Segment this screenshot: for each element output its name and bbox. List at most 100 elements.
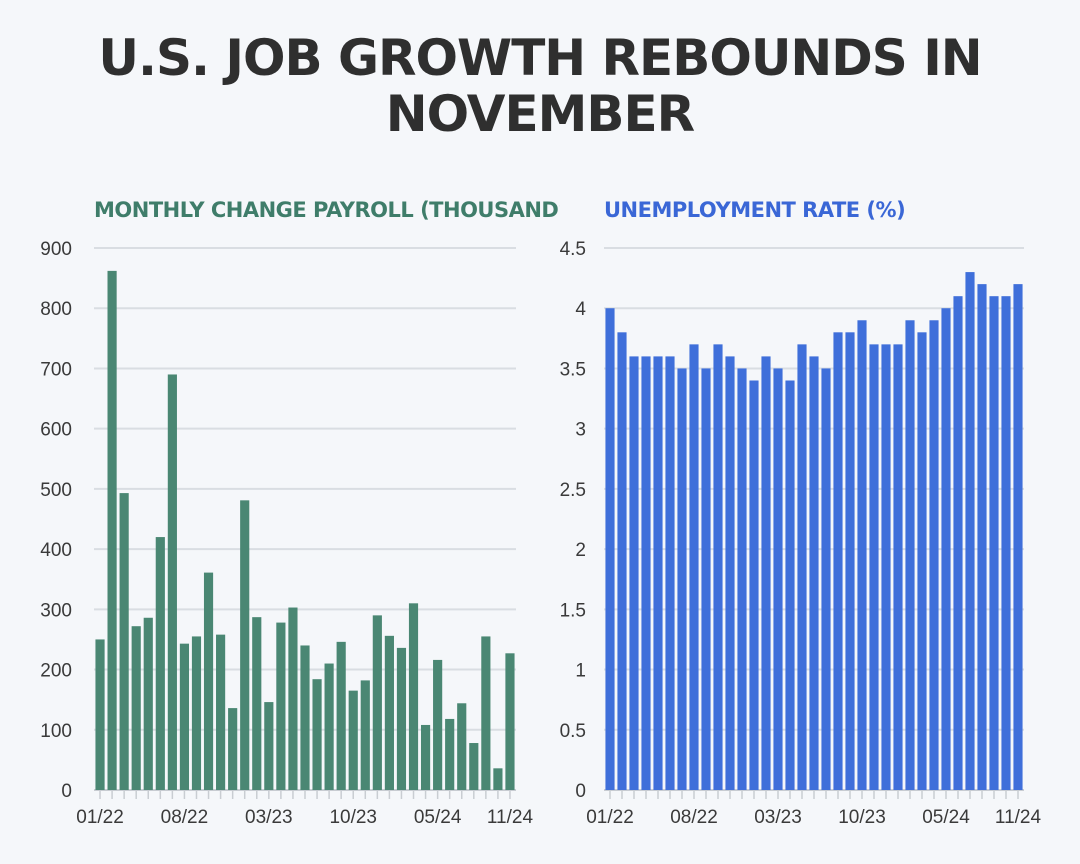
payroll-y-tick-label: 300 — [40, 600, 72, 621]
unemployment-bar — [797, 344, 807, 790]
payroll-bar — [167, 374, 177, 790]
payroll-y-tick-label: 900 — [40, 239, 72, 260]
unemployment-bar — [989, 296, 999, 790]
unemployment-bar — [845, 332, 855, 790]
unemployment-bar — [917, 332, 927, 790]
page-title: U.S. JOB GROWTH REBOUNDS IN NOVEMBER — [98, 29, 982, 143]
unemployment-bar — [977, 284, 987, 790]
unemployment-y-tick-label: 2 — [575, 540, 586, 561]
payroll-bar — [300, 645, 310, 790]
unemployment-bar — [929, 320, 939, 790]
unemployment-x-tick-label: 11/24 — [995, 807, 1042, 828]
payroll-bar — [264, 702, 274, 790]
payroll-bar — [408, 603, 419, 790]
payroll-bar — [288, 607, 298, 790]
unemployment-bar — [677, 368, 687, 790]
unemployment-bar — [1001, 296, 1011, 790]
payroll-bar — [276, 622, 286, 790]
payroll-x-tick-label: 11/24 — [487, 807, 534, 828]
payroll-bar — [179, 643, 190, 790]
payroll-y-tick-label: 400 — [40, 540, 72, 561]
payroll-bar — [228, 708, 238, 790]
payroll-bar — [155, 537, 165, 790]
payroll-bar — [396, 647, 407, 790]
unemployment-y-tick-label: 2.5 — [560, 480, 586, 501]
payroll-y-tick-label: 0 — [61, 781, 72, 802]
unemployment-bar — [881, 344, 891, 790]
payroll-y-tick-label: 100 — [40, 721, 72, 742]
payroll-y-tick-label: 600 — [40, 420, 72, 441]
unemployment-bar — [749, 380, 759, 790]
unemployment-y-tick-label: 0 — [575, 781, 586, 802]
unemployment-bar — [653, 356, 663, 790]
payroll-bar — [119, 493, 129, 790]
payroll-bar — [445, 718, 455, 790]
unemployment-bar — [737, 368, 747, 790]
unemployment-x-tick-label: 05/24 — [922, 807, 970, 828]
unemployment-bar — [725, 356, 735, 790]
payroll-y-tick-label: 800 — [40, 299, 72, 320]
payroll-bar — [420, 724, 431, 790]
unemployment-bar — [689, 344, 699, 790]
payroll-bar — [481, 636, 491, 790]
unemployment-y-tick-label: 0.5 — [560, 721, 586, 742]
unemployment-bar — [701, 368, 711, 790]
payroll-bar — [240, 500, 250, 790]
unemployment-bar — [785, 380, 795, 790]
unemployment-y-tick-label: 4.5 — [560, 239, 586, 260]
unemployment-bar — [665, 356, 675, 790]
unemployment-chart-title: UNEMPLOYMENT RATE (%) — [604, 198, 906, 222]
payroll-bar — [360, 680, 370, 790]
unemployment-y-tick-label: 3 — [575, 420, 586, 441]
unemployment-bar — [641, 356, 651, 790]
unemployment-bar — [629, 356, 639, 790]
payroll-bar — [216, 634, 226, 790]
unemployment-x-tick-label: 10/23 — [838, 807, 886, 828]
unemployment-x-tick-label: 03/23 — [754, 807, 802, 828]
payroll-x-tick-label: 05/24 — [414, 807, 462, 828]
unemployment-bar — [809, 356, 819, 790]
payroll-bar — [493, 768, 503, 790]
unemployment-x-tick-label: 01/22 — [586, 807, 634, 828]
unemployment-bar — [965, 272, 975, 791]
payroll-bar — [143, 617, 153, 790]
payroll-x-tick-label: 03/23 — [245, 807, 293, 828]
unemployment-bar — [953, 296, 963, 790]
payroll-bar — [372, 615, 382, 790]
payroll-bar — [191, 636, 202, 790]
unemployment-bar — [869, 344, 879, 790]
unemployment-bar — [941, 308, 951, 790]
unemployment-bar — [761, 356, 771, 790]
unemployment-bar — [905, 320, 915, 790]
payroll-bar — [107, 270, 117, 790]
unemployment-bar — [893, 344, 903, 790]
payroll-bar — [131, 626, 141, 790]
unemployment-x-tick-label: 08/22 — [670, 807, 718, 828]
payroll-x-tick-label: 10/23 — [329, 807, 377, 828]
unemployment-bar — [605, 308, 615, 790]
payroll-y-tick-label: 700 — [40, 359, 72, 380]
unemployment-bar — [857, 320, 867, 790]
payroll-bar — [312, 679, 322, 790]
payroll-bar — [469, 743, 479, 790]
payroll-bar — [505, 653, 515, 790]
payroll-bar — [457, 703, 467, 790]
payroll-bar — [324, 663, 334, 790]
payroll-x-tick-label: 08/22 — [161, 807, 209, 828]
unemployment-y-tick-label: 1 — [575, 661, 586, 682]
payroll-y-tick-label: 500 — [40, 480, 72, 501]
payroll-bar — [336, 641, 346, 790]
payroll-chart-title: MONTHLY CHANGE PAYROLL (THOUSANDS) — [94, 198, 560, 222]
unemployment-bar — [1013, 284, 1023, 790]
payroll-bar — [95, 639, 105, 790]
unemployment-bar — [821, 368, 831, 790]
unemployment-bar — [773, 368, 783, 790]
unemployment-bar — [833, 332, 843, 790]
payroll-bar — [252, 617, 262, 790]
unemployment-y-tick-label: 3.5 — [560, 359, 586, 380]
payroll-x-tick-label: 01/22 — [76, 807, 124, 828]
payroll-y-tick-label: 200 — [40, 661, 72, 682]
payroll-bar — [433, 659, 443, 790]
unemployment-bar — [617, 332, 627, 790]
